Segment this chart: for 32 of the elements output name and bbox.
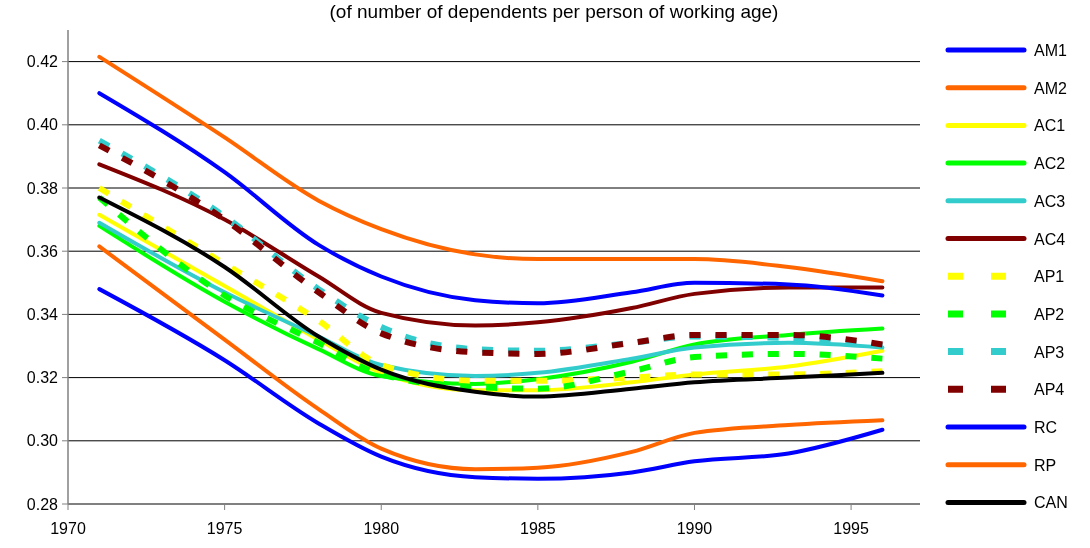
legend-label: RP — [1034, 456, 1057, 474]
x-tick-label: 1980 — [363, 520, 400, 537]
y-tick-label: 0.42 — [26, 53, 59, 71]
y-tick-label: 0.34 — [26, 306, 59, 323]
x-tick-label: 1985 — [520, 520, 556, 537]
y-tick-label: 0.32 — [26, 369, 59, 387]
line-series — [97, 91, 885, 306]
legend-label: AM2 — [1034, 79, 1067, 97]
legend-label: AP3 — [1034, 343, 1065, 361]
y-tick-label: 0.38 — [26, 179, 59, 197]
y-tick-label: 0.30 — [26, 432, 59, 450]
x-tick-label: 1975 — [206, 520, 243, 537]
line-series — [97, 244, 885, 472]
x-tick-label: 1970 — [50, 520, 86, 537]
line-series — [97, 54, 885, 284]
legend-label: AP2 — [1034, 305, 1065, 323]
legend-label: AC3 — [1034, 192, 1066, 210]
legend-label: RC — [1034, 419, 1058, 436]
legend-label: AP4 — [1034, 381, 1065, 399]
y-tick-label: 0.40 — [26, 116, 59, 134]
legend-label: AP1 — [1034, 268, 1065, 286]
legend-label: AC2 — [1034, 155, 1066, 173]
x-tick-label: 1990 — [676, 520, 713, 537]
legend-label: AC1 — [1034, 117, 1066, 135]
y-tick-label: 0.36 — [26, 242, 59, 260]
legend-label: CAN — [1034, 494, 1068, 512]
legend-label: AM1 — [1034, 42, 1067, 59]
line-series — [97, 287, 885, 481]
x-tick-label: 1995 — [833, 520, 869, 537]
chart-subtitle: (of number of dependents per person of working age) — [329, 1, 779, 22]
y-tick-label: 0.28 — [26, 495, 59, 513]
legend-label: AC4 — [1034, 230, 1066, 248]
